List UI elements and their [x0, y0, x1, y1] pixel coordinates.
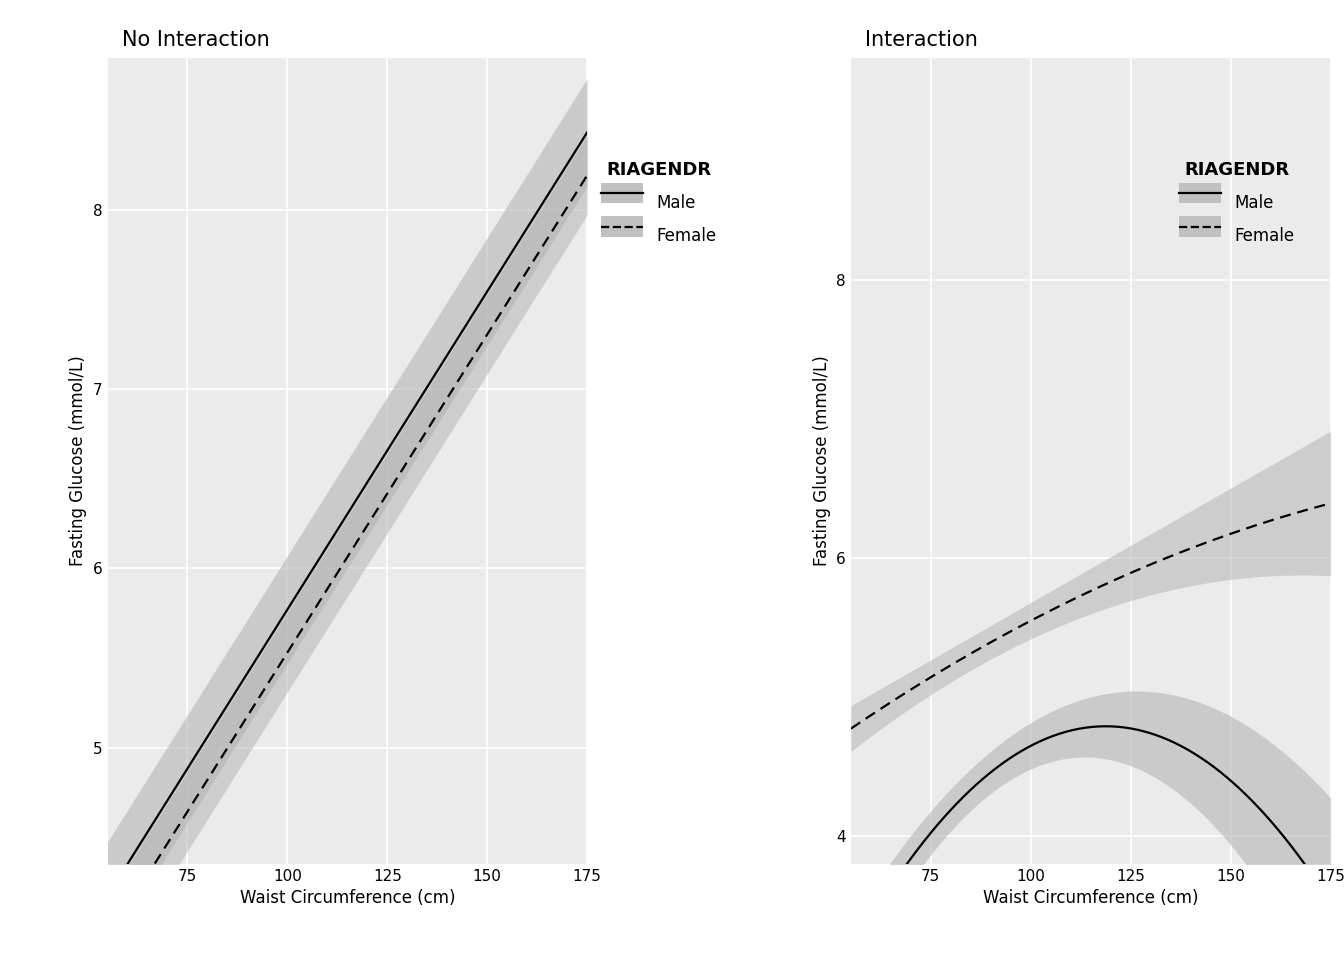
- X-axis label: Waist Circumference (cm): Waist Circumference (cm): [239, 889, 456, 907]
- Y-axis label: Fasting Glucose (mmol/L): Fasting Glucose (mmol/L): [813, 355, 831, 566]
- Legend: Male, Female: Male, Female: [1171, 153, 1302, 254]
- Text: Interaction: Interaction: [866, 31, 978, 51]
- Y-axis label: Fasting Glucose (mmol/L): Fasting Glucose (mmol/L): [70, 355, 87, 566]
- Text: No Interaction: No Interaction: [122, 31, 270, 51]
- Legend: Male, Female: Male, Female: [593, 153, 724, 254]
- X-axis label: Waist Circumference (cm): Waist Circumference (cm): [982, 889, 1199, 907]
